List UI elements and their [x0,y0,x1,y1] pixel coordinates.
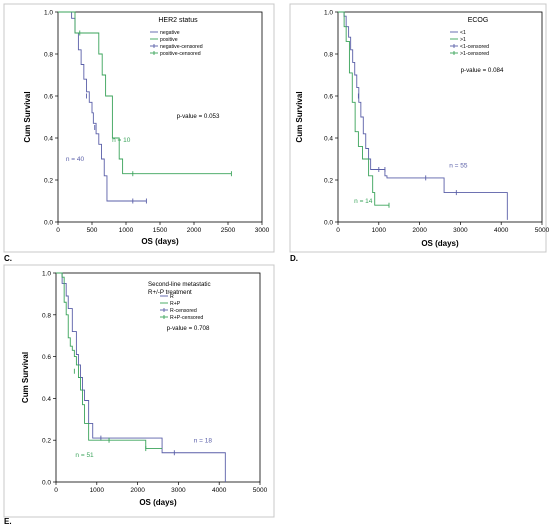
km-panel-1: 0.0 0.2 0.4 0.6 0.8 1.0 0 500 1000 1500 2000 2500 30… [3,3,275,263]
legend-item-label: >1-censored [460,51,489,57]
legend-item-label: R+P [170,301,181,307]
y-tick-label: 0.2 [42,438,51,445]
legend-item-label: R-censored [170,308,197,314]
legend-item-label: <1 [460,30,466,36]
y-tick-label: 0.6 [324,94,333,101]
sample-size-annotation: n = 55 [449,162,468,169]
x-tick-label: 0 [56,227,60,234]
y-tick-label: 0.4 [44,136,53,143]
panel-letter: D. [290,254,298,263]
y-tick-label: 0.6 [42,354,51,361]
sample-size-annotation: n = 10 [112,137,131,144]
y-axis-label: Cum Survival [23,91,32,142]
x-tick-label: 2000 [187,227,202,234]
x-tick-label: 0 [54,487,58,494]
x-tick-label: 5000 [253,487,268,494]
x-axis-label: OS (days) [139,498,177,507]
legend-item-label: positive-censored [160,51,201,57]
plot-frame [337,11,543,223]
legend-item-label: R+P-censored [170,315,203,321]
y-tick-label: 1.0 [44,10,53,17]
panel-frame [3,264,275,518]
y-tick-label: 0.0 [42,480,51,487]
km-panel-3: 0.0 0.2 0.4 0.6 0.8 1.0 0 1000 2000 3000 4000 5000 C… [3,264,275,526]
x-tick-label: 2500 [221,227,236,234]
series-line-RP [56,272,163,450]
x-tick-label: 1000 [372,227,387,234]
sample-size-annotation: n = 14 [354,198,373,205]
y-tick-label: 1.0 [324,10,333,17]
y-tick-label: 0.8 [44,52,53,59]
legend-title: ECOG [468,17,489,24]
legend-item-label: negative-censored [160,44,203,50]
sample-size-annotation: n = 51 [75,452,94,459]
y-tick-label: 0.8 [324,52,333,59]
p-value-label: p-value = 0.084 [461,67,504,74]
legend-title: Second-line metastatic [148,281,211,288]
x-tick-label: 3000 [171,487,186,494]
y-tick-label: 0.4 [324,136,333,143]
series-line-1 [338,11,508,220]
y-axis-label: Cum Survival [295,91,304,142]
x-tick-label: 0 [336,227,340,234]
sample-size-annotation: n = 18 [194,437,213,444]
y-tick-label: 0.8 [42,312,51,319]
x-tick-label: 500 [87,227,98,234]
y-tick-label: 1.0 [42,271,51,278]
legend-title-line2: R+/-P treatment [148,289,192,296]
y-tick-label: 0.2 [44,178,53,185]
x-tick-label: 5000 [535,227,550,234]
panel-letter: C. [4,254,12,263]
x-tick-label: 4000 [494,227,509,234]
y-tick-label: 0.4 [42,396,51,403]
y-tick-label: 0.0 [324,220,333,227]
x-tick-label: 3000 [255,227,270,234]
series-line-R [56,272,226,482]
legend-item-label: positive [160,37,178,43]
series-line-1 [338,11,389,206]
legend-item-label: negative [160,30,180,36]
x-tick-label: 4000 [212,487,227,494]
x-tick-label: 3000 [453,227,468,234]
panel-frame [3,3,275,253]
legend-title: HER2 status [158,17,198,24]
y-axis-label: Cum Survival [21,352,30,403]
panel-frame [289,3,547,253]
y-tick-label: 0.0 [44,220,53,227]
x-axis-label: OS (days) [421,239,459,248]
legend-item-label: >1 [460,37,466,43]
sample-size-annotation: n = 40 [66,156,85,163]
km-panel-2: 0.0 0.2 0.4 0.6 0.8 1.0 0 1000 2000 3000 4000 5000 C… [289,3,550,263]
panel-letter: E. [4,517,12,526]
legend-item-label: R [170,294,174,300]
legend-item-label: <1-censored [460,44,489,50]
y-tick-label: 0.6 [44,94,53,101]
p-value-label: p-value = 0.708 [167,325,210,332]
plot-frame [55,272,261,483]
x-tick-label: 1500 [153,227,168,234]
x-axis-label: OS (days) [141,237,179,246]
x-tick-label: 2000 [412,227,427,234]
x-tick-label: 1000 [119,227,134,234]
x-tick-label: 2000 [130,487,145,494]
x-tick-label: 1000 [90,487,105,494]
p-value-label: p-value = 0.053 [177,113,220,120]
series-line-positive [58,11,232,175]
y-tick-label: 0.2 [324,178,333,185]
